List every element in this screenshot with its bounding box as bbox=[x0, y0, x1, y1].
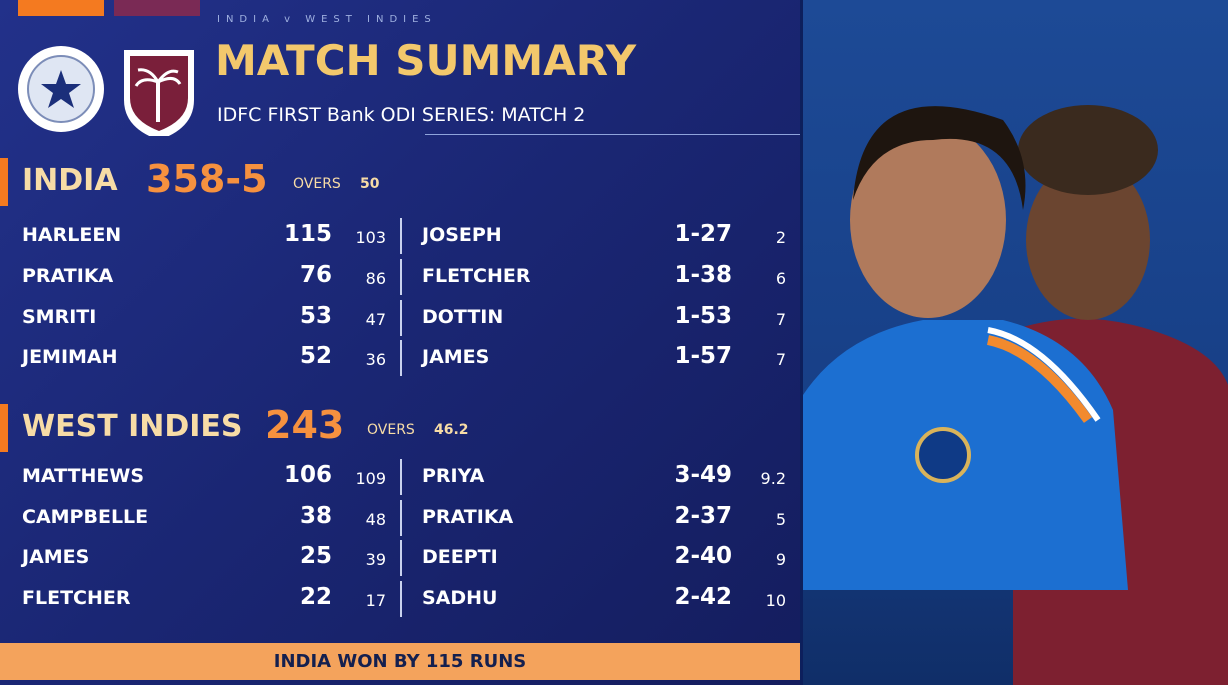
batter-name: HARLEEN bbox=[22, 224, 122, 246]
bowler-overs: 7 bbox=[775, 310, 786, 329]
bowler-name: PRIYA bbox=[422, 465, 485, 487]
bowler-overs: 7 bbox=[775, 350, 786, 369]
batter-name: SMRITI bbox=[22, 306, 97, 328]
bowler-figures: 2-42 bbox=[674, 584, 732, 610]
subtitle: IDFC FIRST Bank ODI SERIES: MATCH 2 bbox=[217, 104, 586, 126]
batter-balls: 109 bbox=[355, 469, 386, 488]
overs-value: 50 bbox=[360, 176, 380, 192]
batter-name: PRATIKA bbox=[22, 265, 114, 287]
team-marker bbox=[0, 404, 8, 452]
batter-balls: 17 bbox=[365, 591, 386, 610]
bowler-name: PRATIKA bbox=[422, 506, 514, 528]
title: MATCH SUMMARY bbox=[215, 36, 637, 85]
overs-value: 46.2 bbox=[434, 422, 469, 438]
bowler-figures: 1-53 bbox=[674, 303, 732, 329]
team-score: 243 bbox=[265, 403, 345, 447]
bowler-name: FLETCHER bbox=[422, 265, 531, 287]
bowler-overs: 6 bbox=[775, 269, 786, 288]
bowler-figures: 3-49 bbox=[674, 462, 732, 488]
batter-runs: 76 bbox=[299, 262, 332, 288]
batter-balls: 103 bbox=[355, 228, 386, 247]
batter-balls: 47 bbox=[365, 310, 386, 329]
batter-name: CAMPBELLE bbox=[22, 506, 149, 528]
row-divider bbox=[400, 500, 402, 536]
bowler-figures: 2-40 bbox=[674, 543, 732, 569]
row-divider bbox=[400, 340, 402, 376]
row-divider bbox=[400, 459, 402, 495]
overs-label: OVERS bbox=[293, 176, 341, 192]
batter-runs: 52 bbox=[299, 343, 332, 369]
bowler-figures: 1-27 bbox=[674, 221, 732, 247]
team-name: WEST INDIES bbox=[22, 409, 243, 444]
batter-name: MATTHEWS bbox=[22, 465, 145, 487]
player-image bbox=[803, 0, 1228, 685]
batter-name: JEMIMAH bbox=[22, 346, 118, 368]
team-score: 358-5 bbox=[146, 157, 268, 201]
divider bbox=[425, 134, 800, 135]
series-tag: INDIA v WEST INDIES bbox=[217, 14, 437, 25]
row-divider bbox=[400, 300, 402, 336]
bowler-overs: 2 bbox=[775, 228, 786, 247]
bowler-overs: 9.2 bbox=[760, 469, 786, 488]
bowler-name: DOTTIN bbox=[422, 306, 504, 328]
batter-name: JAMES bbox=[22, 546, 90, 568]
bowler-figures: 1-38 bbox=[674, 262, 732, 288]
team-name: INDIA bbox=[22, 163, 118, 198]
bowler-name: JAMES bbox=[422, 346, 490, 368]
team-logos bbox=[18, 46, 194, 136]
team-marker bbox=[0, 158, 8, 206]
bowler-overs: 9 bbox=[775, 550, 786, 569]
bowler-name: JOSEPH bbox=[422, 224, 502, 246]
batter-balls: 48 bbox=[365, 510, 386, 529]
row-divider bbox=[400, 218, 402, 254]
result-banner: INDIA WON BY 115 RUNS bbox=[0, 643, 800, 680]
batter-name: FLETCHER bbox=[22, 587, 131, 609]
row-divider bbox=[400, 259, 402, 295]
bowler-figures: 1-57 bbox=[674, 343, 732, 369]
bowler-name: SADHU bbox=[422, 587, 498, 609]
accent-tab bbox=[114, 0, 200, 16]
row-divider bbox=[400, 581, 402, 617]
batter-balls: 86 bbox=[365, 269, 386, 288]
bowler-overs: 10 bbox=[765, 591, 786, 610]
batter-balls: 39 bbox=[365, 550, 386, 569]
players-illustration bbox=[803, 105, 1228, 685]
bowler-figures: 2-37 bbox=[674, 503, 732, 529]
batter-runs: 115 bbox=[283, 221, 332, 247]
overs-label: OVERS bbox=[367, 422, 415, 438]
bowler-name: DEEPTI bbox=[422, 546, 498, 568]
batter-runs: 25 bbox=[299, 543, 332, 569]
batter-runs: 22 bbox=[299, 584, 332, 610]
summary-panel: INDIA v WEST INDIES MATCH SUMMARY IDFC F… bbox=[0, 0, 800, 685]
batter-runs: 53 bbox=[299, 303, 332, 329]
batter-runs: 106 bbox=[283, 462, 332, 488]
batter-balls: 36 bbox=[365, 350, 386, 369]
row-divider bbox=[400, 540, 402, 576]
batter-runs: 38 bbox=[299, 503, 332, 529]
bowler-overs: 5 bbox=[775, 510, 786, 529]
accent-tab bbox=[18, 0, 104, 16]
